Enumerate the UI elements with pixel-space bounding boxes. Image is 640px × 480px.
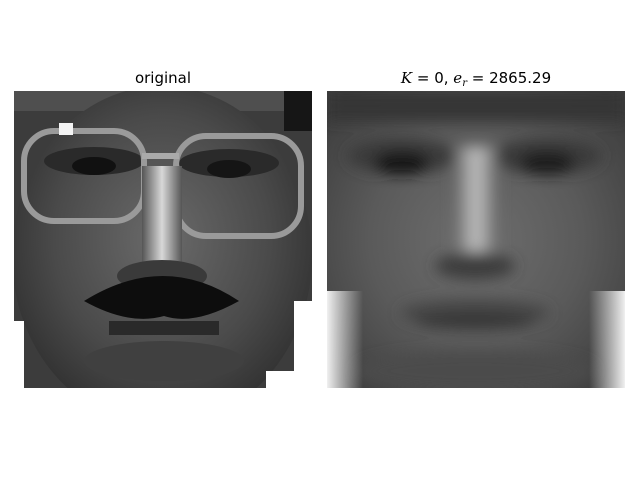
e-subscript: r: [462, 78, 467, 89]
k-value: 0: [434, 69, 444, 87]
reconstructed-face-image: [327, 91, 625, 388]
reconstruction-title: K = 0, er = 2865.29: [400, 69, 552, 89]
original-title: original: [134, 69, 192, 87]
error-value: 2865.29: [489, 69, 552, 87]
e-symbol: e: [453, 69, 463, 87]
k-symbol: K: [400, 69, 413, 87]
original-face-image: [14, 91, 312, 388]
